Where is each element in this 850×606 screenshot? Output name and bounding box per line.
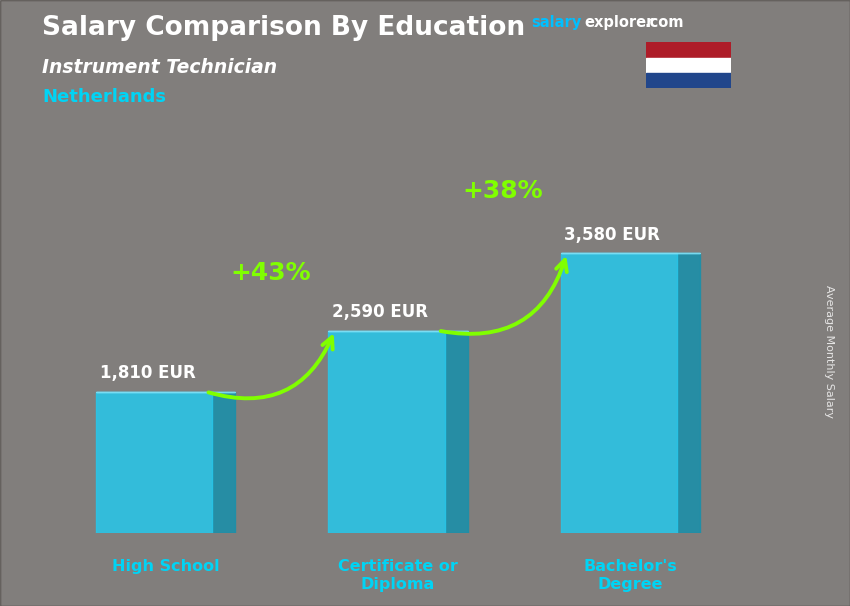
- Text: Bachelor's
Degree: Bachelor's Degree: [583, 559, 677, 591]
- Text: +38%: +38%: [462, 179, 543, 202]
- Polygon shape: [212, 391, 235, 533]
- Polygon shape: [445, 330, 468, 533]
- Bar: [646, 73, 731, 88]
- Text: Salary Comparison By Education: Salary Comparison By Education: [42, 15, 525, 41]
- Bar: [646, 58, 731, 73]
- Text: 3,580 EUR: 3,580 EUR: [564, 225, 660, 244]
- Text: .com: .com: [644, 15, 683, 30]
- Text: explorer: explorer: [585, 15, 654, 30]
- Bar: [561, 253, 677, 533]
- Bar: [646, 42, 731, 58]
- Text: Certificate or
Diploma: Certificate or Diploma: [338, 559, 458, 591]
- Text: Netherlands: Netherlands: [42, 88, 167, 106]
- Text: 2,590 EUR: 2,590 EUR: [332, 303, 428, 321]
- Text: High School: High School: [112, 559, 219, 574]
- Text: salary: salary: [531, 15, 581, 30]
- Text: +43%: +43%: [230, 261, 310, 285]
- Text: Average Monthly Salary: Average Monthly Salary: [824, 285, 834, 418]
- Bar: [328, 330, 445, 533]
- Polygon shape: [677, 253, 700, 533]
- Text: 1,810 EUR: 1,810 EUR: [100, 364, 196, 382]
- Bar: [96, 391, 212, 533]
- Text: Instrument Technician: Instrument Technician: [42, 58, 278, 76]
